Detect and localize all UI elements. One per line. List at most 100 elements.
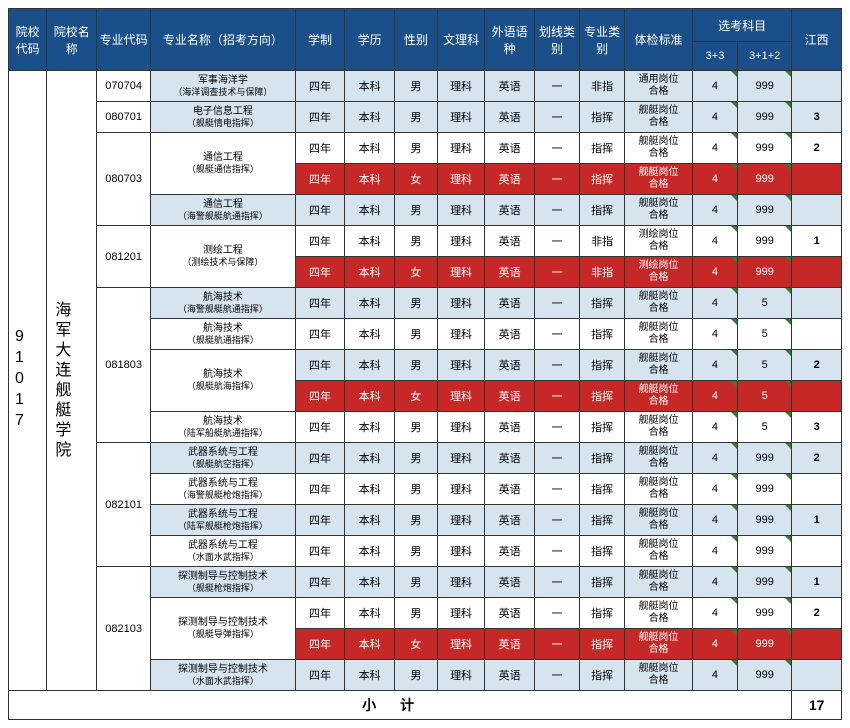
cell-jiangxi: [792, 629, 842, 660]
cell-gender: 男: [394, 443, 437, 474]
cell-xk312: 999: [738, 102, 792, 133]
major-name: 武器系统与工程（陆军舰艇枪炮指挥）: [151, 505, 295, 536]
cell-system: 四年: [295, 288, 345, 319]
cell-lang: 英语: [485, 319, 535, 350]
cell-physical: 舰艇岗位合格: [625, 319, 693, 350]
cell-cat: 非指: [580, 226, 625, 257]
major-name: 通信工程（舰艇通信指挥）: [151, 133, 295, 195]
cell-cat: 指挥: [580, 288, 625, 319]
cell-lang: 英语: [485, 257, 535, 288]
major-name: 测绘工程（测绘技术与保障）: [151, 226, 295, 288]
cell-line: 一: [534, 102, 579, 133]
cell-lang: 英语: [485, 536, 535, 567]
cell-degree: 本科: [345, 660, 395, 691]
cell-xk312: 999: [738, 195, 792, 226]
cell-cat: 指挥: [580, 412, 625, 443]
table-row: 91017海军大连舰艇学院070704军事海洋学（海洋调查技术与保障）四年本科男…: [9, 71, 842, 102]
cell-degree: 本科: [345, 412, 395, 443]
cell-lang: 英语: [485, 505, 535, 536]
cell-artsci: 理科: [437, 598, 484, 629]
cell-xk33: 4: [692, 598, 737, 629]
cell-physical: 舰艇岗位合格: [625, 288, 693, 319]
cell-cat: 指挥: [580, 536, 625, 567]
major-code: 081803: [97, 288, 151, 443]
cell-gender: 女: [394, 629, 437, 660]
cell-physical: 舰艇岗位合格: [625, 629, 693, 660]
cell-physical: 舰艇岗位合格: [625, 536, 693, 567]
major-code: 082103: [97, 567, 151, 691]
cell-lang: 英语: [485, 660, 535, 691]
cell-jiangxi: [792, 474, 842, 505]
cell-xk33: 4: [692, 257, 737, 288]
cell-system: 四年: [295, 71, 345, 102]
cell-xk312: 999: [738, 598, 792, 629]
cell-degree: 本科: [345, 195, 395, 226]
cell-jiangxi: [792, 71, 842, 102]
cell-line: 一: [534, 133, 579, 164]
cell-line: 一: [534, 443, 579, 474]
cell-lang: 英语: [485, 474, 535, 505]
cell-physical: 舰艇岗位合格: [625, 567, 693, 598]
cell-xk312: 999: [738, 226, 792, 257]
cell-artsci: 理科: [437, 195, 484, 226]
cell-physical: 舰艇岗位合格: [625, 660, 693, 691]
major-name: 探测制导与控制技术（舰艇枪炮指挥）: [151, 567, 295, 598]
cell-xk33: 4: [692, 319, 737, 350]
cell-lang: 英语: [485, 412, 535, 443]
cell-lang: 英语: [485, 629, 535, 660]
cell-gender: 男: [394, 598, 437, 629]
h-col-name: 院校名称: [47, 9, 97, 71]
cell-cat: 指挥: [580, 319, 625, 350]
cell-lang: 英语: [485, 381, 535, 412]
cell-physical: 舰艇岗位合格: [625, 443, 693, 474]
cell-degree: 本科: [345, 474, 395, 505]
cell-jiangxi: 3: [792, 102, 842, 133]
h-col-code: 院校代码: [9, 9, 47, 71]
cell-physical: 测绘岗位合格: [625, 226, 693, 257]
cell-xk312: 999: [738, 629, 792, 660]
cell-lang: 英语: [485, 164, 535, 195]
cell-artsci: 理科: [437, 443, 484, 474]
cell-artsci: 理科: [437, 505, 484, 536]
cell-xk33: 4: [692, 226, 737, 257]
cell-physical: 舰艇岗位合格: [625, 505, 693, 536]
subtotal-row: 小计17: [9, 691, 842, 720]
cell-lang: 英语: [485, 226, 535, 257]
cell-physical: 舰艇岗位合格: [625, 102, 693, 133]
cell-xk312: 5: [738, 319, 792, 350]
cell-degree: 本科: [345, 319, 395, 350]
major-name: 航海技术（舰艇航海指挥）: [151, 350, 295, 412]
h-prov: 江西: [792, 9, 842, 71]
cell-xk33: 4: [692, 474, 737, 505]
cell-artsci: 理科: [437, 288, 484, 319]
cell-xk33: 4: [692, 629, 737, 660]
major-code: 070704: [97, 71, 151, 102]
cell-jiangxi: 2: [792, 598, 842, 629]
cell-artsci: 理科: [437, 319, 484, 350]
h-xk33: 3+3: [692, 42, 737, 71]
cell-cat: 指挥: [580, 102, 625, 133]
cell-xk312: 999: [738, 536, 792, 567]
cell-xk33: 4: [692, 195, 737, 226]
cell-artsci: 理科: [437, 133, 484, 164]
cell-jiangxi: 2: [792, 133, 842, 164]
table-row: 080703通信工程（舰艇通信指挥）四年本科男理科英语一指挥舰艇岗位合格4999…: [9, 133, 842, 164]
admission-table: 院校代码 院校名称 专业代码 专业名称（招考方向） 学制 学历 性别 文理科 外…: [8, 8, 842, 720]
cell-lang: 英语: [485, 350, 535, 381]
cell-artsci: 理科: [437, 102, 484, 133]
cell-gender: 男: [394, 567, 437, 598]
cell-xk33: 4: [692, 660, 737, 691]
cell-lang: 英语: [485, 288, 535, 319]
h-physical: 体检标准: [625, 9, 693, 71]
cell-degree: 本科: [345, 536, 395, 567]
cell-artsci: 理科: [437, 164, 484, 195]
cell-xk312: 999: [738, 133, 792, 164]
h-major-code: 专业代码: [97, 9, 151, 71]
cell-system: 四年: [295, 567, 345, 598]
cell-lang: 英语: [485, 71, 535, 102]
cell-physical: 舰艇岗位合格: [625, 195, 693, 226]
table-row: 082103探测制导与控制技术（舰艇枪炮指挥）四年本科男理科英语一指挥舰艇岗位合…: [9, 567, 842, 598]
cell-degree: 本科: [345, 567, 395, 598]
cell-gender: 男: [394, 133, 437, 164]
cell-degree: 本科: [345, 629, 395, 660]
